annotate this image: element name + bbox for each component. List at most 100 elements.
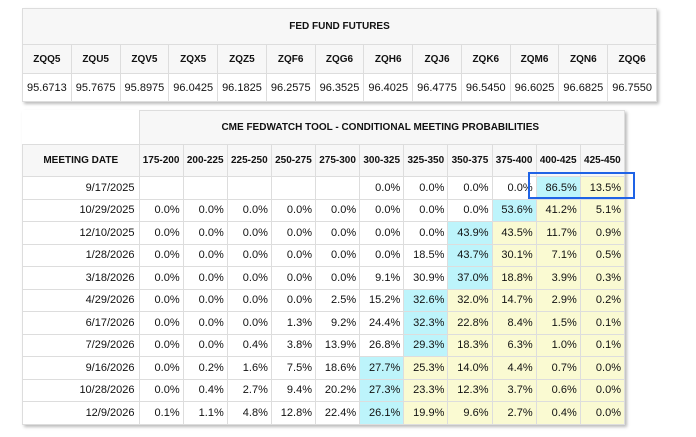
probability-cell: 0.1% <box>579 333 626 357</box>
meeting-date: 12/10/2025 <box>22 221 140 245</box>
probability-cell: 0.3% <box>579 266 626 290</box>
probability-cell: 0.0% <box>182 333 228 357</box>
contract-price: 96.1825 <box>217 73 267 102</box>
probability-cell <box>314 176 361 200</box>
probability-cell: 2.7% <box>226 378 272 402</box>
probability-cell: 1.1% <box>182 401 228 425</box>
probability-cell: 0.0% <box>138 378 184 402</box>
probability-cell: 0.0% <box>138 356 184 380</box>
probability-cell: 0.5% <box>579 243 626 267</box>
table-row: 6/17/2026 0.0% 0.0% 0.0% 1.3% 9.2% 24.4% 32.3% 2… <box>22 311 626 335</box>
probability-cell: 3.8% <box>270 333 317 357</box>
meeting-date: 10/29/2025 <box>22 198 140 222</box>
probability-cell: 0.0% <box>270 198 317 222</box>
probability-cell: 0.0% <box>182 288 228 312</box>
probability-cell: 0.1% <box>138 401 184 425</box>
contract-price: 96.2575 <box>265 73 316 102</box>
probability-cell: 1.6% <box>226 356 272 380</box>
probability-cell: 0.2% <box>579 288 626 312</box>
probability-cell: 22.4% <box>314 401 361 425</box>
probability-cell: 0.0% <box>314 266 361 290</box>
probability-cell: 43.7% <box>447 243 493 267</box>
probability-cell: 0.0% <box>314 243 361 267</box>
probability-cell: 26.1% <box>359 401 405 425</box>
probability-cell: 0.0% <box>359 221 405 245</box>
table-row: 10/28/2026 0.0% 0.4% 2.7% 9.4% 20.2% 27.3% 23.3… <box>22 378 626 402</box>
probability-cell: 86.5% <box>535 176 581 200</box>
probability-cell: 18.6% <box>314 356 361 380</box>
probability-cell: 18.5% <box>403 243 449 267</box>
table-row: 10/29/2025 0.0% 0.0% 0.0% 0.0% 0.0% 0.0% 0.0% 0.… <box>22 198 626 222</box>
probability-cell: 27.7% <box>359 356 405 380</box>
probability-cell: 0.0% <box>270 288 317 312</box>
probability-cell: 0.0% <box>182 243 228 267</box>
probability-cell: 0.0% <box>226 266 272 290</box>
probability-cell: 0.0% <box>359 176 405 200</box>
probability-cell: 0.0% <box>138 198 184 222</box>
probability-cell: 0.0% <box>314 198 361 222</box>
probability-cell: 32.3% <box>403 311 449 335</box>
probability-cell: 0.0% <box>226 221 272 245</box>
table-row: 3/18/2026 0.0% 0.0% 0.0% 0.0% 0.0% 9.1% 30.9% 37… <box>22 266 626 290</box>
probability-cell: 2.7% <box>491 401 537 425</box>
contract-price: 96.7550 <box>607 73 657 102</box>
rate-range-header: 250-275 <box>270 144 317 177</box>
probability-cell: 0.9% <box>579 221 626 245</box>
probability-cell: 32.0% <box>447 288 493 312</box>
rate-range-header: 300-325 <box>359 144 405 177</box>
probability-cell: 27.3% <box>359 378 405 402</box>
contract-price: 95.8975 <box>119 73 170 102</box>
futures-header-row: ZQQ5 ZQU5 ZQV5 ZQX5 ZQZ5 ZQF6 ZQG6 ZQH6 ZQJ6 ZQK6… <box>22 44 657 74</box>
probability-cell: 3.9% <box>535 266 581 290</box>
probability-cell: 0.0% <box>579 378 626 402</box>
probability-cell: 9.1% <box>359 266 405 290</box>
probability-cell: 0.0% <box>579 356 626 380</box>
probability-cell: 0.4% <box>182 378 228 402</box>
futures-title: FED FUND FUTURES <box>22 8 657 45</box>
probability-cell: 0.0% <box>138 288 184 312</box>
probability-cell: 0.1% <box>579 311 626 335</box>
probability-cell: 26.8% <box>359 333 405 357</box>
probability-cell: 0.0% <box>182 221 228 245</box>
contract-header: ZQU5 <box>70 44 121 74</box>
rate-range-header: 275-300 <box>314 144 361 177</box>
contract-header: ZQQ5 <box>22 44 72 74</box>
blank-corner <box>22 110 139 145</box>
fedwatch-probabilities-table: CME FEDWATCH TOOL - CONDITIONAL MEETING … <box>22 110 626 425</box>
probability-cell: 0.0% <box>314 221 361 245</box>
probability-cell: 0.0% <box>359 243 405 267</box>
contract-header: ZQZ5 <box>217 44 267 74</box>
probability-cell: 30.9% <box>403 266 449 290</box>
meeting-date: 9/16/2026 <box>22 356 140 380</box>
meeting-date: 10/28/2026 <box>22 378 140 402</box>
contract-price: 95.7675 <box>70 73 121 102</box>
probability-cell: 22.8% <box>447 311 493 335</box>
probability-cell: 0.4% <box>226 333 272 357</box>
probability-cell: 0.0% <box>138 266 184 290</box>
contract-header: ZQJ6 <box>412 44 462 74</box>
meeting-date: 1/28/2026 <box>22 243 140 267</box>
probability-cell: 0.0% <box>270 221 317 245</box>
table-row: 12/9/2026 0.1% 1.1% 4.8% 12.8% 22.4% 26.1% 19.9… <box>22 401 626 425</box>
table-row: 1/28/2026 0.0% 0.0% 0.0% 0.0% 0.0% 0.0% 18.5% 43… <box>22 243 626 267</box>
probability-cell: 0.0% <box>579 401 626 425</box>
rate-range-header: 325-350 <box>403 144 449 177</box>
contract-header: ZQQ6 <box>607 44 657 74</box>
probability-cell: 14.0% <box>447 356 493 380</box>
probability-cell: 0.0% <box>138 243 184 267</box>
probability-cell: 0.0% <box>403 221 449 245</box>
meeting-date: 9/17/2025 <box>22 176 140 200</box>
probability-cell: 11.7% <box>535 221 581 245</box>
probability-cell: 43.9% <box>447 221 493 245</box>
contract-price: 95.6713 <box>22 73 72 102</box>
contract-header: ZQG6 <box>314 44 365 74</box>
probability-cell: 6.3% <box>491 333 537 357</box>
probability-cell: 0.2% <box>182 356 228 380</box>
probability-cell: 0.0% <box>138 333 184 357</box>
contract-price: 96.3525 <box>314 73 365 102</box>
rate-range-header: 200-225 <box>182 144 228 177</box>
probability-cell: 0.7% <box>535 356 581 380</box>
highlight-box <box>528 172 635 199</box>
contract-header: ZQM6 <box>509 44 560 74</box>
contract-header: ZQH6 <box>363 44 414 74</box>
